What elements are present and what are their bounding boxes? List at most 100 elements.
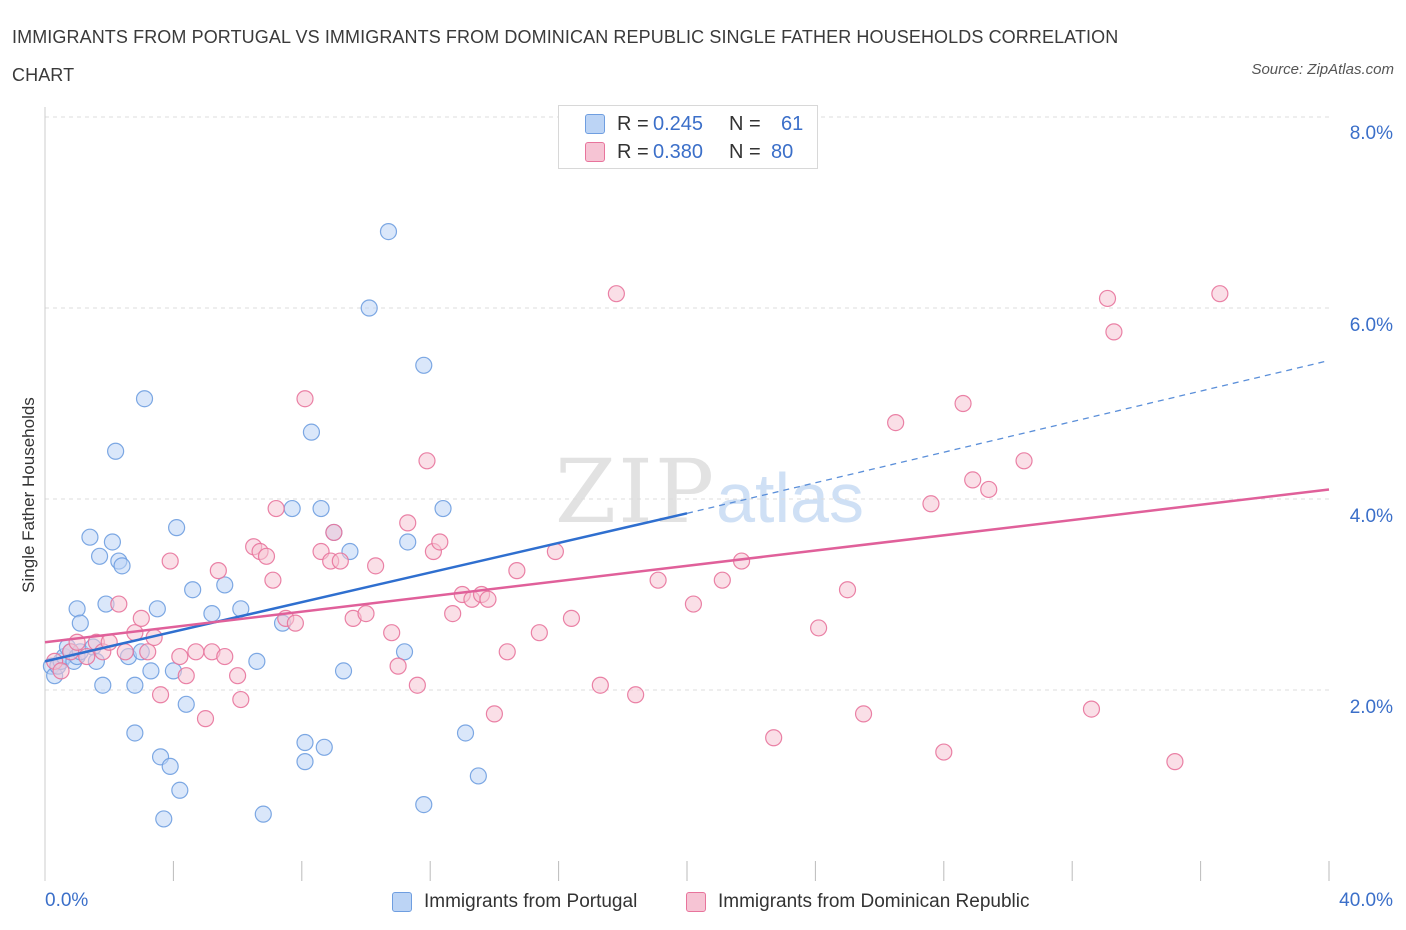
dominican-point [810, 619, 828, 637]
portugal-point [312, 499, 330, 518]
portugal-point [126, 724, 144, 742]
portugal-point [148, 600, 166, 618]
dominican-point [713, 571, 731, 589]
portugal-point [71, 614, 89, 632]
dominican-point [296, 390, 314, 408]
x-tick-label-min: 0.0% [45, 890, 89, 911]
stats-legend-row-dominican: R = 0.380 N = 80 [585, 138, 793, 166]
dominican-point [530, 624, 548, 642]
portugal-point [379, 223, 398, 241]
dominican-point [431, 533, 449, 551]
dominican-point [485, 705, 503, 723]
dominican-point [132, 609, 150, 627]
dominican-point [257, 547, 276, 565]
portugal-point [68, 600, 86, 618]
dominican-point [980, 480, 998, 499]
portugal-point [94, 676, 112, 694]
y-tick-label-4: 4.0% [1349, 506, 1393, 527]
y-tick-label-6: 6.0% [1349, 315, 1393, 336]
dominican-point [591, 676, 609, 694]
dominican-point [209, 562, 227, 580]
dominican-point [177, 667, 195, 685]
dominican-point [649, 571, 667, 589]
dominican-point [1098, 289, 1117, 308]
dominican-point [954, 394, 972, 413]
portugal-point [334, 662, 353, 680]
legend-label-portugal: Immigrants from Portugal [424, 891, 638, 912]
chart-title: IMMIGRANTS FROM PORTUGAL VS IMMIGRANTS F… [12, 27, 1119, 85]
portugal-trendline-extension [686, 359, 1330, 514]
portugal-point [360, 299, 378, 317]
stats-legend-row-portugal: R = 0.245 N = 61 [585, 110, 803, 138]
portugal-point [90, 547, 109, 565]
portugal-point [415, 795, 433, 814]
dominican-point [52, 662, 70, 680]
dominican-point [161, 552, 179, 570]
dominican-point [171, 647, 189, 666]
dominican-point [357, 604, 375, 623]
portugal-point [456, 724, 475, 742]
dominican-point [684, 595, 703, 613]
dominican-point [562, 609, 581, 627]
dominican-point [508, 562, 526, 580]
portugal-point [283, 499, 301, 518]
portugal-point [155, 810, 173, 828]
y-tick-label-8: 8.0% [1349, 123, 1393, 144]
dominican-point [854, 705, 873, 723]
dominican-point [607, 285, 625, 303]
dominican-point [264, 571, 282, 589]
dominican-trendline [44, 488, 1330, 644]
dominican-point [286, 614, 304, 632]
portugal-point [296, 733, 314, 752]
dominican-point [408, 676, 426, 694]
dominican-point [1082, 700, 1101, 718]
dominican-point [367, 557, 385, 575]
dominican-point [389, 657, 407, 675]
portugal-point [203, 604, 221, 623]
dominican-point [444, 604, 462, 623]
source-note: Source: ZipAtlas.com [1251, 61, 1394, 78]
watermark-atlas: atlas [716, 459, 864, 537]
dominican-point [196, 710, 215, 728]
dominican-point [187, 643, 205, 661]
portugal-point [107, 442, 125, 460]
portugal-point [81, 528, 99, 546]
dominican-point [1015, 452, 1033, 470]
dominican-point [110, 595, 128, 613]
portugal-point [415, 356, 433, 374]
dominican-point [232, 690, 250, 709]
y-tick-label-2: 2.0% [1349, 697, 1393, 718]
portugal-point [177, 695, 195, 713]
portugal-point [171, 781, 189, 799]
r-label: R = [617, 112, 649, 135]
portugal-point [161, 757, 179, 776]
stats-legend: R = 0.245 N = 61 R = 0.380 N = 80 [558, 105, 818, 169]
r-label: R = [617, 140, 649, 163]
series-legend: Immigrants from Portugal Immigrants from… [0, 888, 1406, 916]
dominican-point [935, 743, 953, 761]
legend-item-portugal: Immigrants from Portugal [392, 888, 637, 916]
portugal-point [168, 519, 186, 537]
dominican-point [139, 643, 157, 661]
dominican-point [229, 667, 247, 685]
portugal-trendline [44, 512, 688, 663]
dominican-point [267, 499, 285, 518]
watermark: ZIPatlas [555, 440, 864, 543]
dominican-swatch [585, 142, 605, 162]
y-axis-label: Single Father Households [19, 397, 38, 593]
dominican-point [498, 643, 516, 661]
dominican-point [331, 552, 349, 570]
n-label: N = [729, 112, 761, 135]
portugal-point [302, 423, 321, 441]
dominican-point [1211, 285, 1229, 303]
dominican-point [216, 647, 234, 666]
n-value: 61 [781, 112, 804, 135]
x-tick-label-max: 40.0% [1339, 890, 1393, 911]
dominican-point [887, 414, 905, 432]
portugal-swatch [392, 892, 412, 912]
dominican-point [399, 514, 417, 532]
dominican-point [1105, 323, 1123, 341]
portugal-point [135, 390, 154, 408]
dominican-point [479, 590, 497, 608]
